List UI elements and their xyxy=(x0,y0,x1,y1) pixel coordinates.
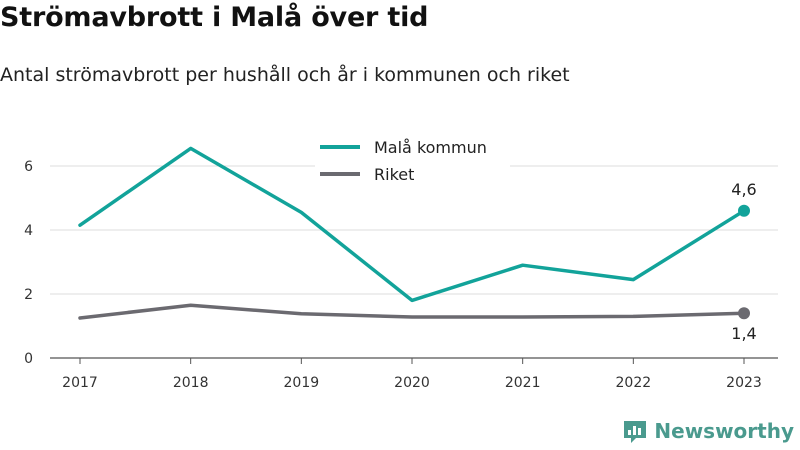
legend-box xyxy=(315,130,510,188)
brand-name: Newsworthy xyxy=(654,419,794,443)
y-tick-label: 6 xyxy=(24,159,33,175)
series-line-riket xyxy=(78,303,746,320)
series-end-value-label: 4,6 xyxy=(731,180,756,199)
chart-title: Strömavbrott i Malå över tid xyxy=(0,2,429,33)
series-line-mala xyxy=(78,146,746,303)
y-tick-label: 2 xyxy=(24,287,33,303)
brand-logo: Newsworthy xyxy=(622,418,794,444)
x-tick-label: 2023 xyxy=(726,375,762,391)
y-tick-label: 0 xyxy=(24,351,33,367)
x-tick-label: 2019 xyxy=(284,375,320,391)
series-end-value-label: 1,4 xyxy=(731,324,756,343)
series-end-point xyxy=(738,204,750,217)
legend-label: Malå kommun xyxy=(374,138,487,157)
x-tick-label: 2017 xyxy=(62,375,98,391)
y-tick-label: 4 xyxy=(24,223,33,239)
x-tick-label: 2018 xyxy=(173,375,209,391)
legend-label: Riket xyxy=(374,165,414,184)
x-tick-label: 2021 xyxy=(505,375,541,391)
newsworthy-logo-icon xyxy=(624,421,647,443)
x-tick-label: 2020 xyxy=(394,375,430,391)
chart-subtitle: Antal strömavbrott per hushåll och år i … xyxy=(0,64,570,86)
x-tick-label: 2022 xyxy=(616,375,652,391)
series-end-point xyxy=(738,307,750,320)
